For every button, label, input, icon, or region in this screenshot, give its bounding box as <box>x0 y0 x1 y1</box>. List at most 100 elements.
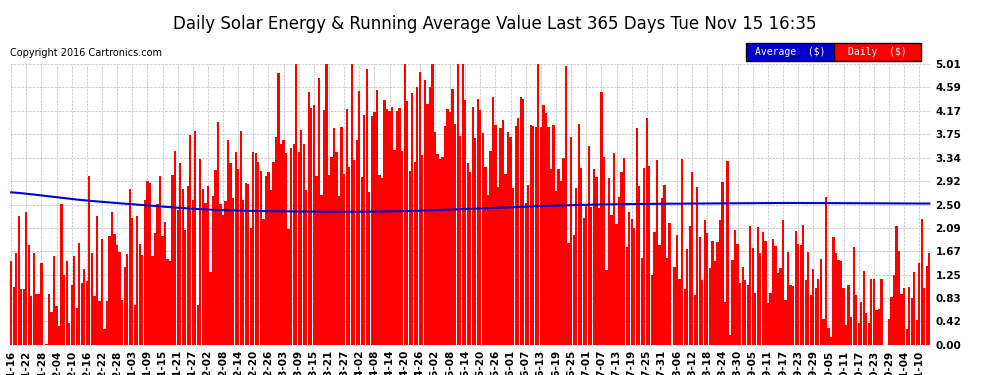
Bar <box>295 45 297 345</box>
Bar <box>666 258 668 345</box>
Bar <box>212 196 214 345</box>
Bar <box>70 285 73 345</box>
Bar <box>583 217 585 345</box>
Bar <box>890 297 893 345</box>
Bar <box>650 274 653 345</box>
Bar <box>60 204 62 345</box>
Bar <box>270 190 272 345</box>
Bar <box>575 188 577 345</box>
Bar <box>25 211 28 345</box>
Bar <box>598 208 600 345</box>
Bar <box>820 259 822 345</box>
Bar <box>106 302 108 345</box>
Bar <box>96 216 98 345</box>
Bar <box>497 187 499 345</box>
Bar <box>464 100 466 345</box>
Bar <box>789 285 792 345</box>
Bar <box>454 124 456 345</box>
Bar <box>28 245 30 345</box>
Bar <box>277 74 280 345</box>
Bar <box>830 337 833 345</box>
Bar <box>171 176 173 345</box>
Bar <box>502 120 504 345</box>
Bar <box>184 230 186 345</box>
Bar <box>701 280 704 345</box>
Bar <box>119 252 121 345</box>
Bar <box>895 225 898 345</box>
Bar <box>689 226 691 345</box>
Bar <box>421 155 424 345</box>
Bar <box>186 186 189 345</box>
Bar <box>572 235 575 345</box>
Bar <box>68 323 70 345</box>
Bar <box>842 288 844 345</box>
Bar <box>852 247 854 345</box>
Bar <box>368 192 370 345</box>
Bar <box>911 298 913 345</box>
Bar <box>378 174 380 345</box>
Bar <box>275 137 277 345</box>
Bar <box>717 242 719 345</box>
Bar <box>235 153 237 345</box>
Bar <box>908 287 910 345</box>
Bar <box>744 280 746 345</box>
Bar <box>257 162 259 345</box>
Bar <box>533 126 535 345</box>
Bar <box>870 279 872 345</box>
Bar <box>18 216 20 345</box>
Bar <box>93 296 96 345</box>
Bar <box>787 252 789 345</box>
Bar <box>166 259 168 345</box>
Bar <box>393 150 396 345</box>
Bar <box>482 134 484 345</box>
Bar <box>767 303 769 345</box>
Bar <box>338 196 341 345</box>
Bar <box>699 237 701 345</box>
Bar <box>746 285 748 345</box>
Bar <box>603 157 605 345</box>
Bar <box>535 128 537 345</box>
Text: Daily  ($): Daily ($) <box>848 47 907 57</box>
Bar <box>199 159 202 345</box>
Bar <box>444 126 446 345</box>
Bar <box>906 329 908 345</box>
Bar <box>10 261 12 345</box>
Bar <box>341 127 343 345</box>
Bar <box>554 191 557 345</box>
Bar <box>812 268 815 345</box>
Bar <box>484 166 486 345</box>
Bar <box>88 176 90 345</box>
Bar <box>365 69 368 345</box>
Bar <box>714 261 716 345</box>
Bar <box>628 211 631 345</box>
Bar <box>522 99 525 345</box>
Bar <box>158 176 161 345</box>
Bar <box>73 256 75 345</box>
Bar <box>245 183 247 345</box>
Bar <box>560 181 562 345</box>
Bar <box>217 122 219 345</box>
Bar <box>913 272 916 345</box>
Bar <box>230 163 232 345</box>
Bar <box>724 302 726 345</box>
Bar <box>360 177 363 345</box>
Bar <box>363 115 365 345</box>
Bar <box>605 270 608 345</box>
Bar <box>215 170 217 345</box>
Bar <box>756 227 759 345</box>
Bar <box>565 66 567 345</box>
Bar <box>240 130 242 345</box>
Bar <box>259 171 262 345</box>
Bar <box>114 234 116 345</box>
Bar <box>38 294 40 345</box>
Bar <box>494 125 497 345</box>
Bar <box>232 198 235 345</box>
Bar <box>544 113 547 345</box>
Bar <box>58 327 60 345</box>
Bar <box>142 255 144 345</box>
Bar <box>878 309 880 345</box>
Bar <box>419 72 421 345</box>
Bar <box>540 127 542 345</box>
Bar <box>164 222 166 345</box>
Bar <box>901 294 903 345</box>
